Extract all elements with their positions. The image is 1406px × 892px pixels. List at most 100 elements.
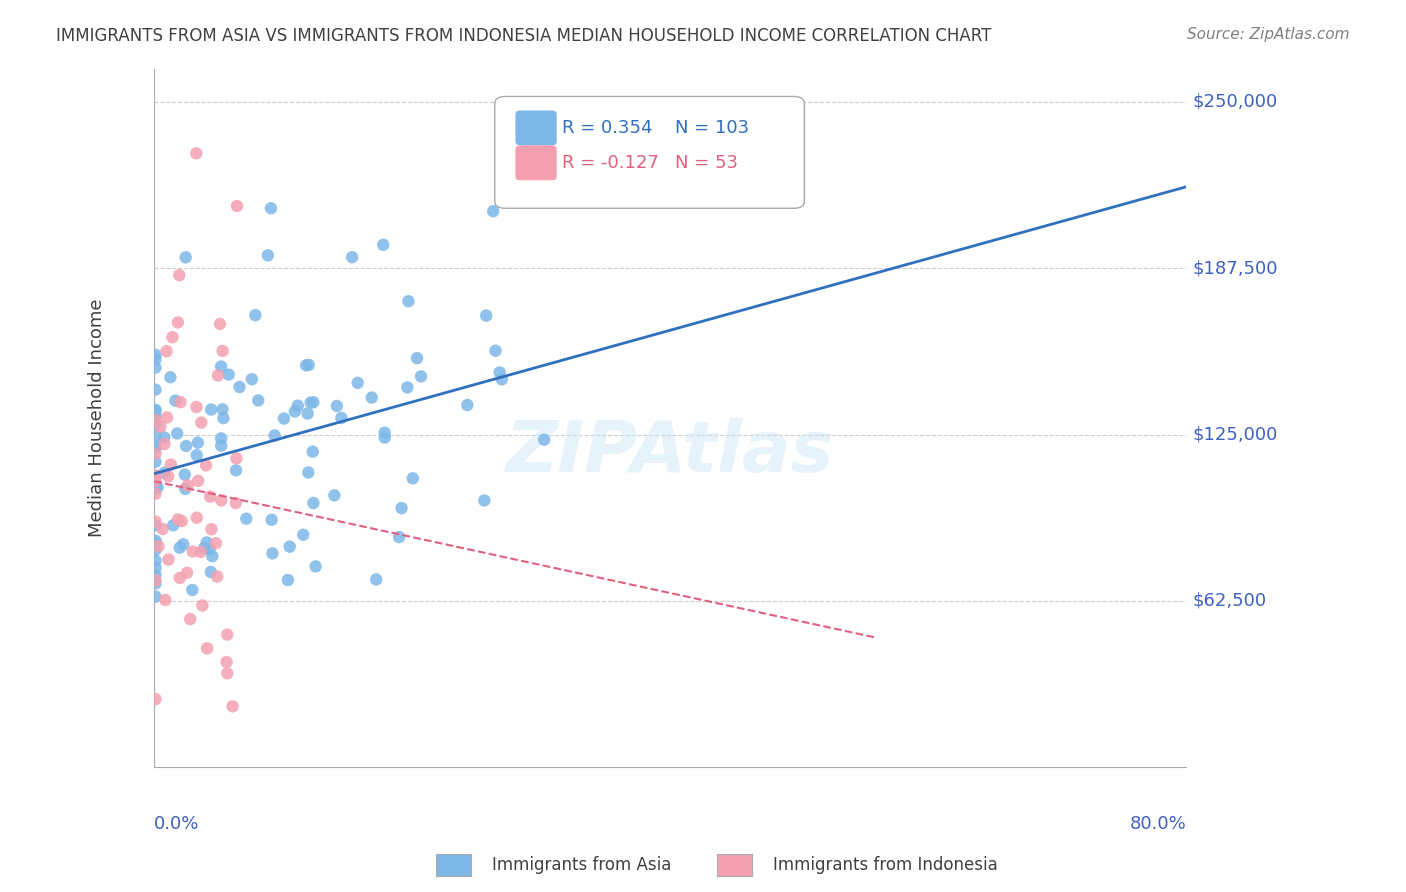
Text: R = -0.127: R = -0.127 bbox=[562, 153, 659, 172]
Point bbox=[145, 360, 167, 375]
Point bbox=[191, 599, 214, 613]
Point bbox=[186, 448, 208, 462]
Text: Immigrants from Indonesia: Immigrants from Indonesia bbox=[773, 856, 998, 874]
Point bbox=[167, 512, 190, 526]
Point bbox=[396, 294, 419, 309]
Point bbox=[145, 576, 167, 591]
Point bbox=[406, 351, 429, 366]
Point bbox=[145, 542, 167, 557]
Point bbox=[159, 370, 181, 384]
Point bbox=[162, 518, 184, 533]
Point bbox=[187, 474, 209, 488]
Point bbox=[225, 463, 247, 477]
Point bbox=[176, 566, 198, 580]
Point bbox=[297, 466, 319, 480]
Point bbox=[456, 398, 478, 412]
Point bbox=[195, 458, 218, 473]
Point bbox=[145, 487, 167, 501]
Point bbox=[373, 237, 395, 252]
Point bbox=[145, 518, 167, 533]
Point bbox=[292, 527, 315, 541]
Point bbox=[374, 425, 396, 440]
Point bbox=[172, 537, 194, 551]
Text: Median Household Income: Median Household Income bbox=[89, 299, 107, 537]
Point bbox=[145, 561, 167, 575]
Point bbox=[145, 417, 167, 432]
Text: $250,000: $250,000 bbox=[1192, 93, 1278, 111]
Point bbox=[323, 488, 346, 502]
Point bbox=[302, 395, 325, 409]
Point bbox=[146, 481, 169, 495]
Point bbox=[157, 552, 180, 566]
Point bbox=[391, 501, 413, 516]
Point bbox=[200, 565, 222, 579]
Point bbox=[166, 426, 188, 441]
Point bbox=[217, 666, 239, 681]
Point bbox=[190, 416, 212, 430]
Point bbox=[207, 368, 229, 383]
Point bbox=[145, 533, 167, 548]
Point bbox=[278, 540, 301, 554]
Point bbox=[212, 411, 235, 425]
Point bbox=[198, 490, 221, 504]
Point bbox=[167, 315, 190, 329]
Point bbox=[257, 248, 280, 262]
Point bbox=[149, 419, 172, 434]
Point bbox=[153, 437, 176, 451]
Point bbox=[260, 513, 283, 527]
Point bbox=[295, 359, 318, 373]
Point bbox=[145, 554, 167, 568]
Point bbox=[482, 204, 505, 219]
Point bbox=[240, 372, 263, 386]
Point bbox=[201, 549, 224, 564]
Point bbox=[145, 447, 167, 461]
Point bbox=[153, 430, 176, 444]
Point bbox=[326, 399, 349, 413]
Point bbox=[156, 410, 179, 425]
Point bbox=[155, 593, 177, 607]
Point bbox=[340, 250, 363, 264]
Text: ZIPAtlas: ZIPAtlas bbox=[506, 418, 835, 487]
Point bbox=[360, 391, 382, 405]
Point bbox=[186, 400, 208, 414]
Point bbox=[225, 451, 247, 466]
Point bbox=[173, 467, 195, 482]
Point bbox=[145, 413, 167, 427]
Point bbox=[169, 571, 191, 585]
Point bbox=[174, 482, 197, 496]
Point bbox=[402, 471, 425, 485]
Point bbox=[152, 522, 174, 536]
Point bbox=[235, 511, 257, 525]
Point bbox=[145, 383, 167, 397]
Text: 0.0%: 0.0% bbox=[155, 815, 200, 833]
Point bbox=[218, 368, 240, 382]
Point bbox=[221, 699, 243, 714]
Point bbox=[200, 402, 222, 417]
Point bbox=[157, 469, 180, 483]
Point bbox=[215, 655, 238, 669]
Point bbox=[374, 431, 396, 445]
Point bbox=[209, 359, 232, 374]
Point bbox=[162, 330, 184, 344]
Point bbox=[190, 545, 212, 559]
Point bbox=[145, 692, 167, 706]
Point bbox=[169, 395, 191, 409]
Text: Source: ZipAtlas.com: Source: ZipAtlas.com bbox=[1187, 27, 1350, 42]
Point bbox=[179, 612, 201, 626]
Point bbox=[193, 541, 215, 555]
Point bbox=[195, 641, 218, 656]
Point bbox=[302, 496, 325, 510]
Point bbox=[145, 468, 167, 483]
FancyBboxPatch shape bbox=[516, 111, 557, 145]
Text: N = 53: N = 53 bbox=[675, 153, 738, 172]
Point bbox=[211, 343, 233, 358]
Text: $125,000: $125,000 bbox=[1192, 425, 1278, 443]
Point bbox=[491, 372, 513, 386]
Point bbox=[145, 402, 167, 417]
Point bbox=[145, 477, 167, 491]
Point bbox=[145, 474, 167, 488]
Point bbox=[209, 493, 232, 508]
Point bbox=[211, 402, 233, 417]
Point bbox=[297, 407, 319, 421]
Point bbox=[226, 199, 249, 213]
